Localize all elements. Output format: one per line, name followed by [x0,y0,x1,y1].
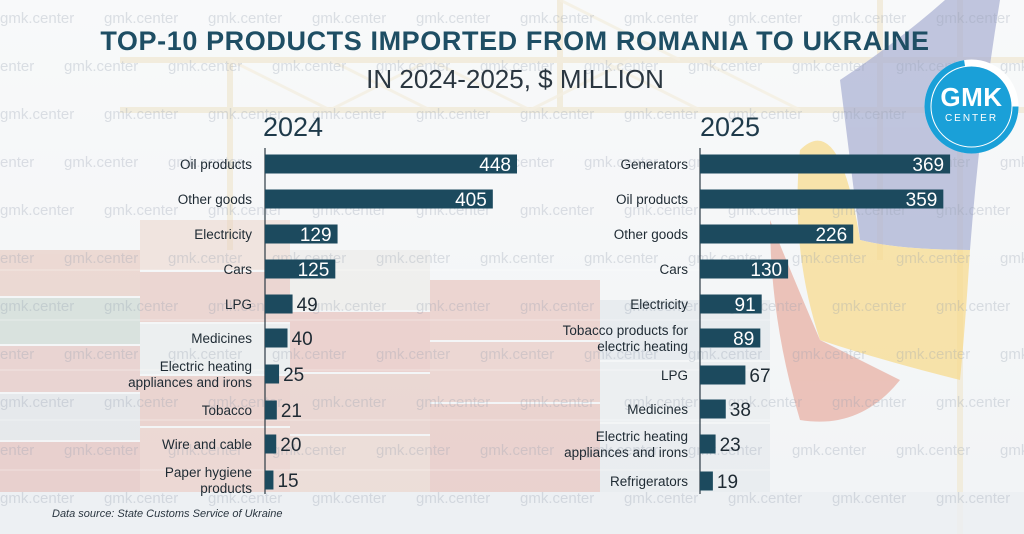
bar-2025-2 [700,189,944,209]
value-label-2024-10: 15 [277,471,298,492]
category-label-2025-9: Electric heating [596,429,688,444]
category-label-2025-9: appliances and irons [564,445,688,460]
value-label-2024-3: 129 [300,225,332,246]
category-label-2024-4: Cars [223,262,252,277]
value-label-2025-1: 369 [912,155,944,176]
panel-2024-title: 2024 [263,112,324,142]
bar-2025-1 [700,154,951,174]
bar-2024-9 [265,434,277,454]
bar-2025-3 [700,224,854,244]
bar-2025-4 [700,259,789,279]
category-label-2025-2: Oil products [616,192,688,207]
logo-sub-text: CENTER [944,113,999,124]
category-label-2025-8: Medicines [627,402,688,417]
chart-subtitle: IN 2024-2025, $ MILLION [366,64,664,94]
value-label-2025-5: 91 [735,295,756,316]
category-label-2024-1: Oil products [180,157,252,172]
value-label-2024-6: 40 [292,329,313,350]
value-label-2025-10: 19 [717,472,738,493]
category-label-2024-7: Electric heating [160,359,252,374]
bar-2024-2 [265,189,493,209]
bar-2024-5 [265,294,293,314]
bar-2025-10 [700,471,713,491]
value-label-2025-8: 38 [730,400,751,421]
category-label-2024-5: LPG [225,297,252,312]
value-label-2024-8: 21 [281,401,302,422]
value-label-2025-9: 23 [720,435,741,456]
bar-2024-6 [265,328,288,348]
value-label-2024-1: 448 [479,155,511,176]
bar-2024-1 [265,154,517,174]
bar-2025-6 [700,328,761,348]
value-label-2024-9: 20 [280,435,301,456]
data-source: Data source: State Customs Service of Uk… [52,508,283,520]
category-label-2025-10: Refrigerators [610,474,688,489]
category-label-2024-6: Medicines [191,331,252,346]
panel-2025-title: 2025 [700,112,761,142]
bar-2024-8 [265,400,277,420]
category-label-2024-10: products [200,481,252,496]
gmk-center-logo [924,59,1019,154]
value-label-2024-7: 25 [283,365,304,386]
category-label-2024-9: Wire and cable [162,437,252,452]
bar-2025-8 [700,399,726,419]
value-label-2025-2: 359 [906,190,938,211]
logo-main-text: GMK [940,82,1003,112]
category-label-2024-2: Other goods [178,192,253,207]
bar-2025-5 [700,294,762,314]
value-label-2025-6: 89 [733,329,754,350]
value-label-2025-3: 226 [815,225,847,246]
category-label-2025-7: LPG [661,368,688,383]
category-label-2024-7: appliances and irons [128,375,252,390]
category-label-2024-3: Electricity [194,227,252,242]
value-label-2025-4: 130 [750,260,782,281]
bar-2024-4 [265,259,336,279]
category-label-2024-8: Tobacco [202,403,252,418]
category-label-2024-10: Paper hygiene [165,465,252,480]
value-label-2025-7: 67 [749,366,770,387]
category-label-2025-6: Tobacco products for [563,323,689,338]
value-label-2024-4: 125 [298,260,330,281]
chart-title: TOP-10 PRODUCTS IMPORTED FROM ROMANIA TO… [100,26,930,56]
bar-2024-3 [265,224,338,244]
value-label-2024-5: 49 [297,295,318,316]
category-label-2025-6: electric heating [597,339,688,354]
bar-2024-10 [265,470,274,490]
category-label-2025-1: Generators [620,157,688,172]
value-label-2024-2: 405 [455,190,487,211]
category-label-2025-3: Other goods [614,227,689,242]
category-label-2025-4: Cars [659,262,688,277]
bar-2025-7 [700,365,746,385]
category-label-2025-5: Electricity [630,297,688,312]
bar-2025-9 [700,434,716,454]
bar-2024-7 [265,364,280,384]
